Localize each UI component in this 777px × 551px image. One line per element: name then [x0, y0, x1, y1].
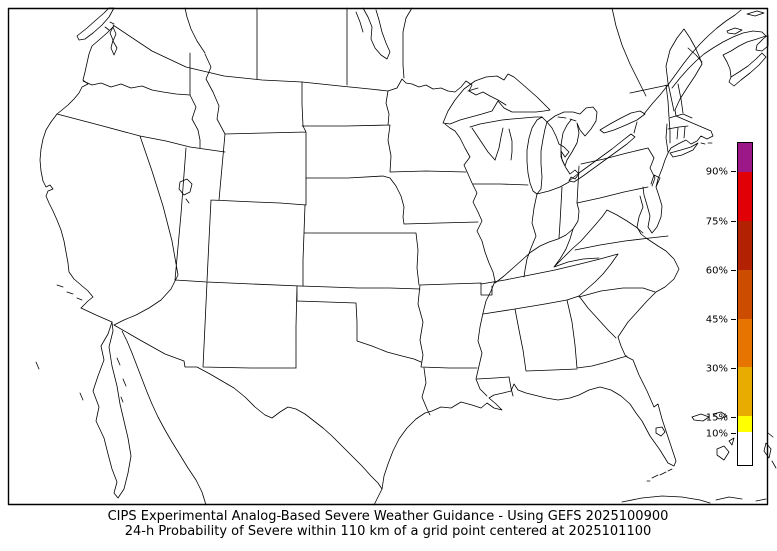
- colorbar-tick: [731, 319, 736, 320]
- mexico-mainland-coast-path: [116, 330, 383, 506]
- lake-superior-path: [442, 73, 551, 125]
- long-island-cape-cod-path: [669, 142, 713, 158]
- atlantic-gulf-coast-path: [381, 63, 714, 490]
- st-lawrence-path: [643, 9, 767, 115]
- canada-province-borders-path: [184, 7, 703, 97]
- probability-colorbar: [737, 142, 753, 466]
- colorbar-tick-label: 10%: [705, 428, 728, 440]
- colorbar-segment: [738, 172, 752, 222]
- colorbar-tick-label: 45%: [705, 314, 728, 326]
- green-bay-path: [494, 127, 513, 161]
- channel-islands-path: [35, 284, 84, 401]
- cuba-path: [621, 495, 767, 504]
- colorbar-tick: [731, 221, 736, 222]
- lake-michigan-path: [526, 116, 548, 195]
- vancouver-island-path: [76, 7, 115, 41]
- colorbar-segment: [738, 432, 752, 465]
- colorbar-tick-label: 90%: [705, 166, 728, 178]
- midwest-state-borders-path: [472, 183, 580, 284]
- colorbar-segment: [738, 269, 752, 319]
- baja-california-path: [92, 321, 132, 499]
- northeast-state-borders-path: [629, 28, 703, 153]
- colorbar-segment: [738, 416, 752, 433]
- caption-line-2: 24-h Probability of Severe within 110 km…: [124, 524, 652, 539]
- lake-winnipeg-path: [355, 7, 391, 60]
- lake-huron-path: [546, 106, 598, 167]
- colorbar-tick: [731, 417, 736, 418]
- upper-peninsula-path: [469, 116, 543, 161]
- colorbar-tick-label: 15%: [705, 412, 728, 424]
- lake-erie-path: [568, 133, 636, 183]
- us-canada-border-path: [112, 24, 507, 106]
- lake-ontario-path: [599, 110, 646, 134]
- us-mexico-border-path: [80, 307, 383, 490]
- colorbar-tick-label: 30%: [705, 363, 728, 375]
- figure-caption: CIPS Experimental Analog-Based Severe We…: [8, 509, 768, 539]
- puget-sound-path: [109, 26, 118, 56]
- colorbar-segment: [738, 221, 752, 270]
- mississippi-river-borders-path: [444, 123, 496, 397]
- appalachia-state-borders-path: [553, 147, 656, 268]
- maritimes-path: [726, 10, 769, 87]
- great-salt-lake-path: [178, 178, 193, 204]
- colorbar-tick-label: 75%: [705, 216, 728, 228]
- colorbar-tick: [731, 171, 736, 172]
- pacific-coast-path: [39, 25, 115, 309]
- colorbar-segment: [738, 143, 752, 173]
- west-state-borders-path: [56, 52, 307, 369]
- florida-details-path: [646, 426, 673, 482]
- colorbar-segment: [738, 318, 752, 368]
- colorbar-tick-label: 60%: [705, 265, 728, 277]
- colorbar-tick: [731, 270, 736, 271]
- south-state-borders-path: [476, 235, 669, 397]
- colorbar-segment: [738, 367, 752, 417]
- map-frame: [7, 7, 769, 506]
- bahamas-path: [691, 411, 777, 469]
- colorbar-tick: [731, 368, 736, 369]
- michigan-mitten-path: [536, 121, 580, 195]
- colorbar-tick: [731, 433, 736, 434]
- caption-line-1: CIPS Experimental Analog-Based Severe We…: [107, 509, 669, 524]
- plains-state-borders-path: [295, 90, 493, 416]
